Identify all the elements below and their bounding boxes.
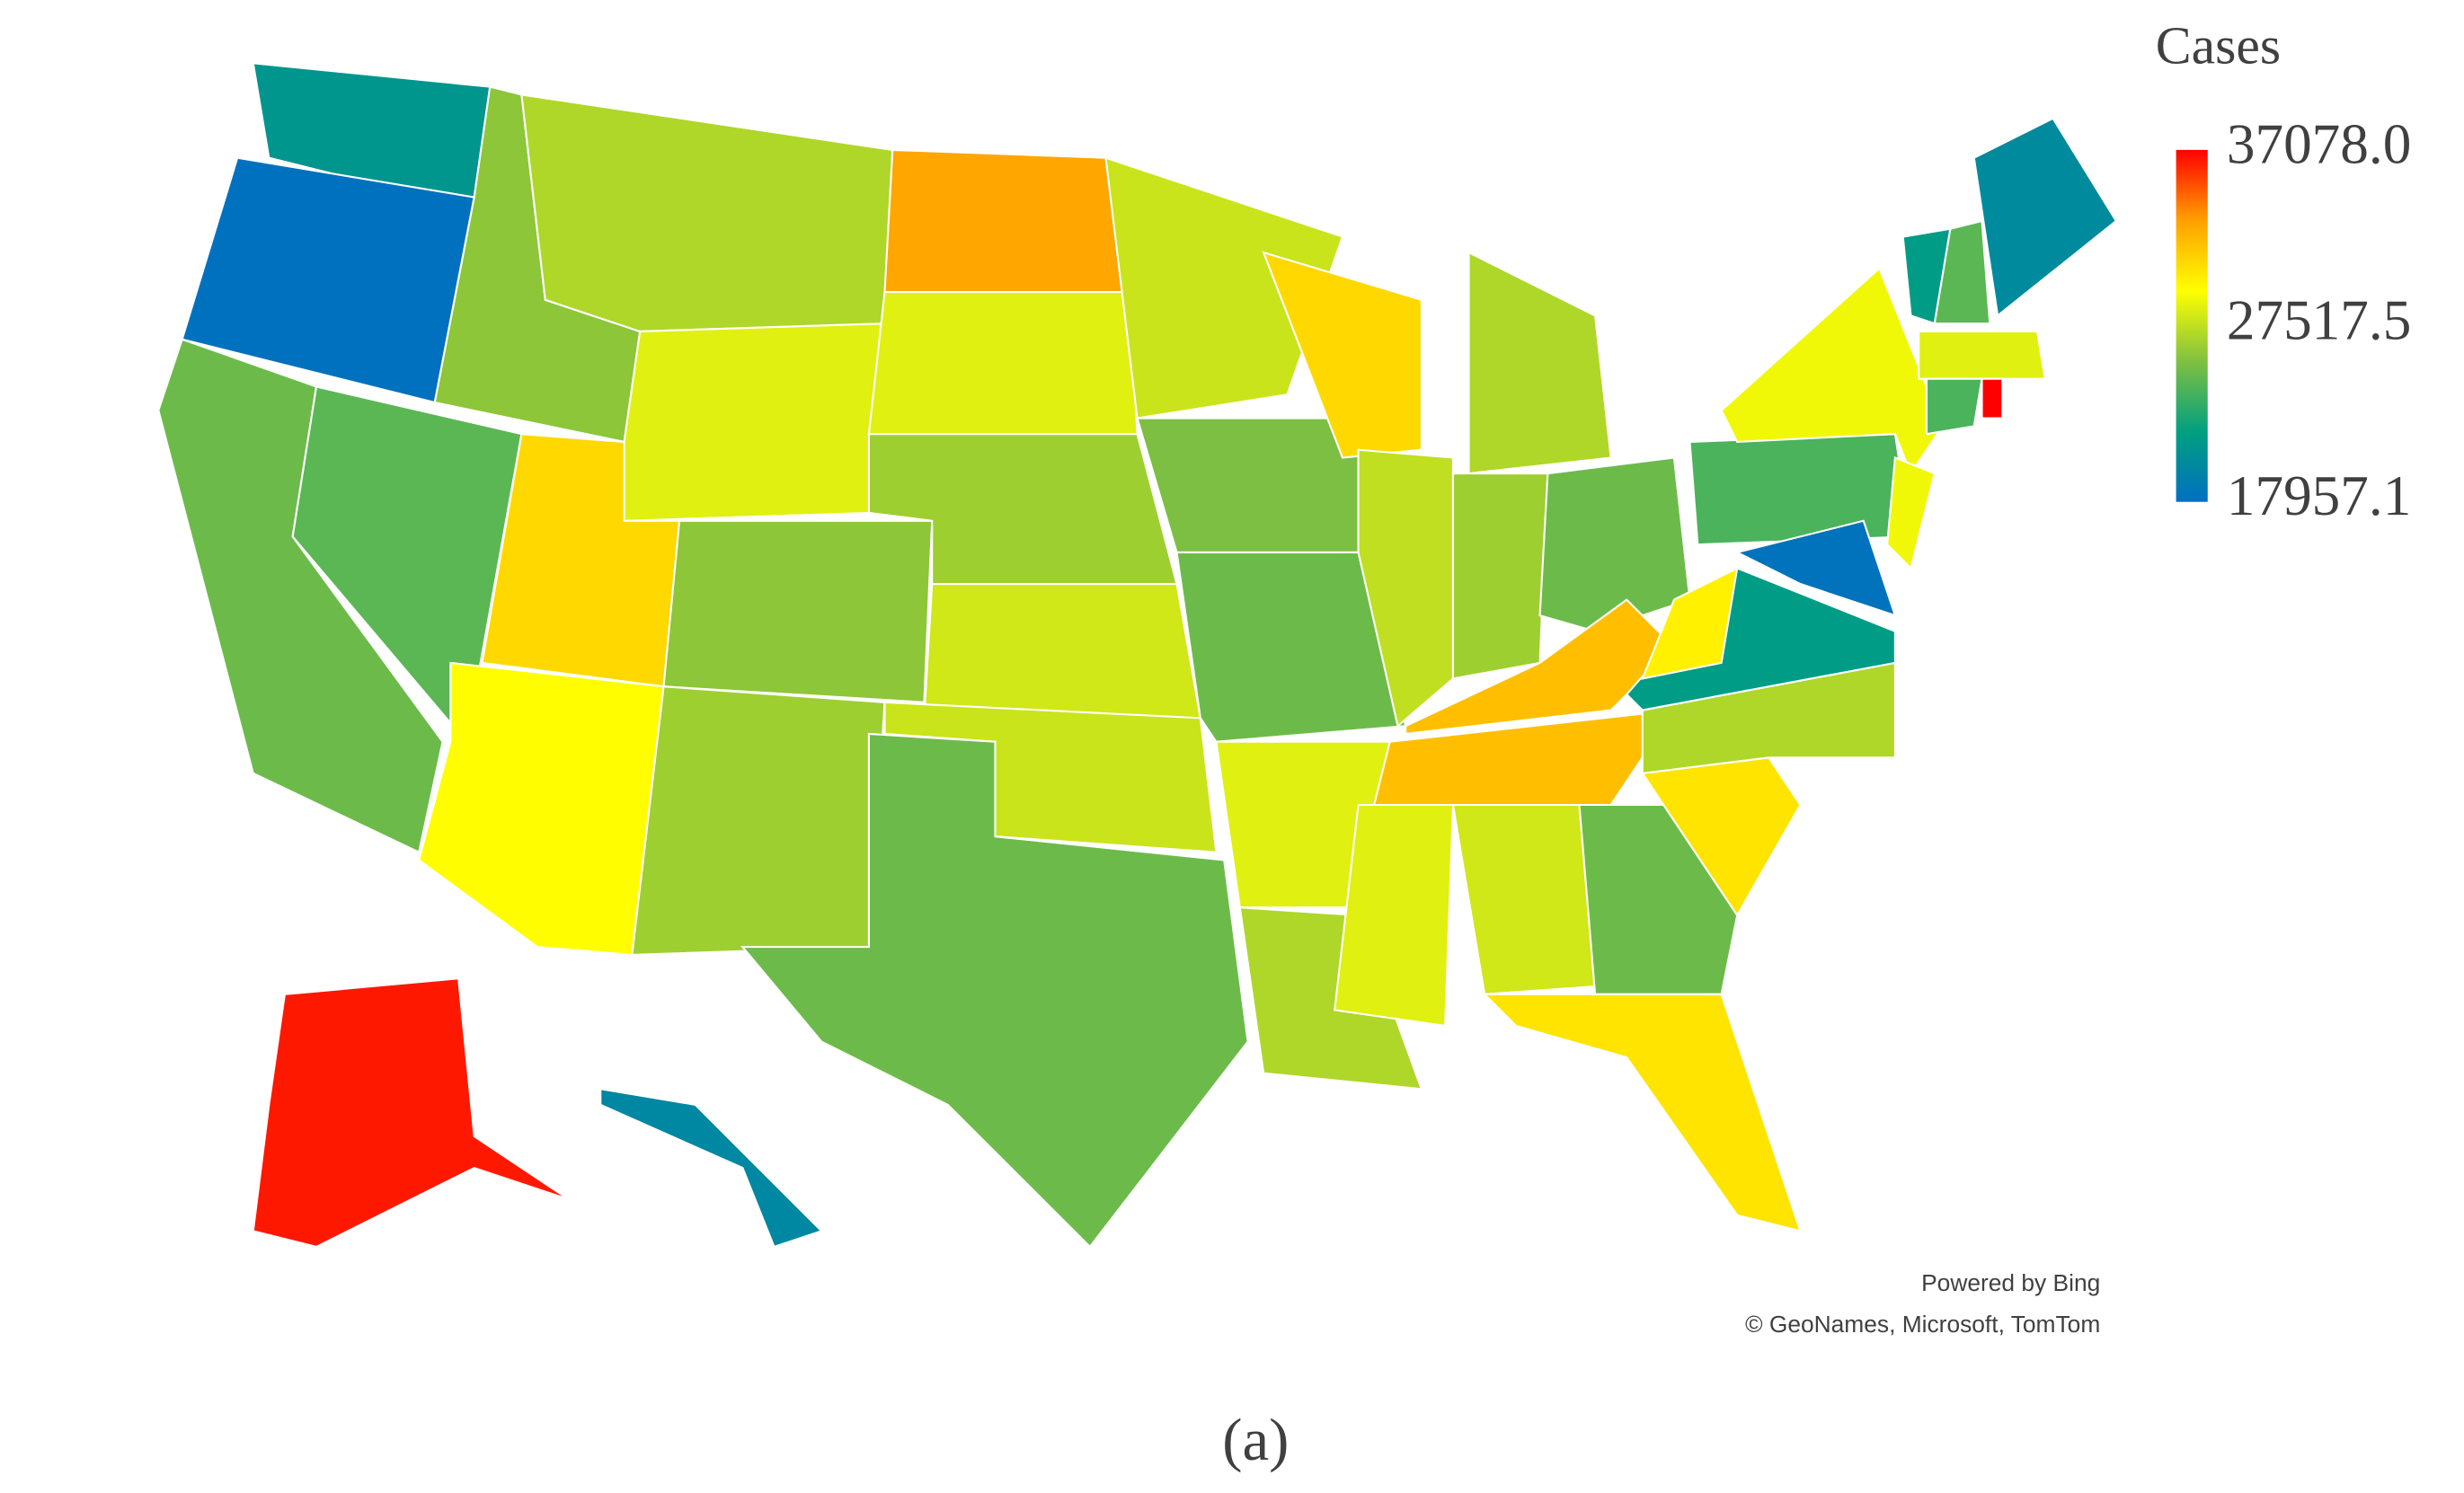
region (623, 322, 886, 522)
region (1538, 456, 1691, 632)
region (1886, 455, 1937, 570)
region (1104, 156, 1344, 420)
region (1641, 566, 1739, 680)
attribution: © GeoNames, Microsoft, TomTom (1745, 1311, 2100, 1338)
caption: (a) (1222, 1408, 1289, 1473)
region (740, 732, 1249, 1249)
region (520, 93, 894, 333)
region (1467, 251, 1612, 475)
region (867, 290, 1139, 436)
region (1238, 906, 1423, 1091)
region (1136, 417, 1368, 553)
region (252, 977, 570, 1249)
region (1175, 551, 1407, 743)
colorbar-tick-label: 27517.5 (2227, 288, 2412, 351)
region (1981, 377, 2004, 420)
region (599, 1087, 824, 1249)
region (1933, 219, 1991, 325)
region (1918, 330, 2047, 380)
region (1688, 433, 1912, 546)
region (1451, 473, 1549, 680)
legend-title: Cases (2156, 15, 2281, 75)
region (883, 148, 1131, 294)
states (157, 62, 2118, 1249)
region (923, 582, 1202, 720)
region (662, 519, 934, 703)
region (1482, 993, 1803, 1232)
region (1262, 251, 1423, 459)
region (631, 685, 886, 957)
region (1734, 519, 1897, 617)
region (1357, 448, 1455, 729)
colorbar-tick-label: 37078.0 (2227, 112, 2412, 175)
attribution: Powered by Bing (1921, 1269, 2100, 1296)
region (1925, 377, 1983, 436)
colorbar (2176, 149, 2208, 502)
region (1451, 803, 1597, 995)
colorbar-tick-label: 17957.1 (2227, 464, 2412, 527)
region (418, 661, 665, 957)
region (1972, 117, 2118, 318)
region (1334, 803, 1455, 1028)
